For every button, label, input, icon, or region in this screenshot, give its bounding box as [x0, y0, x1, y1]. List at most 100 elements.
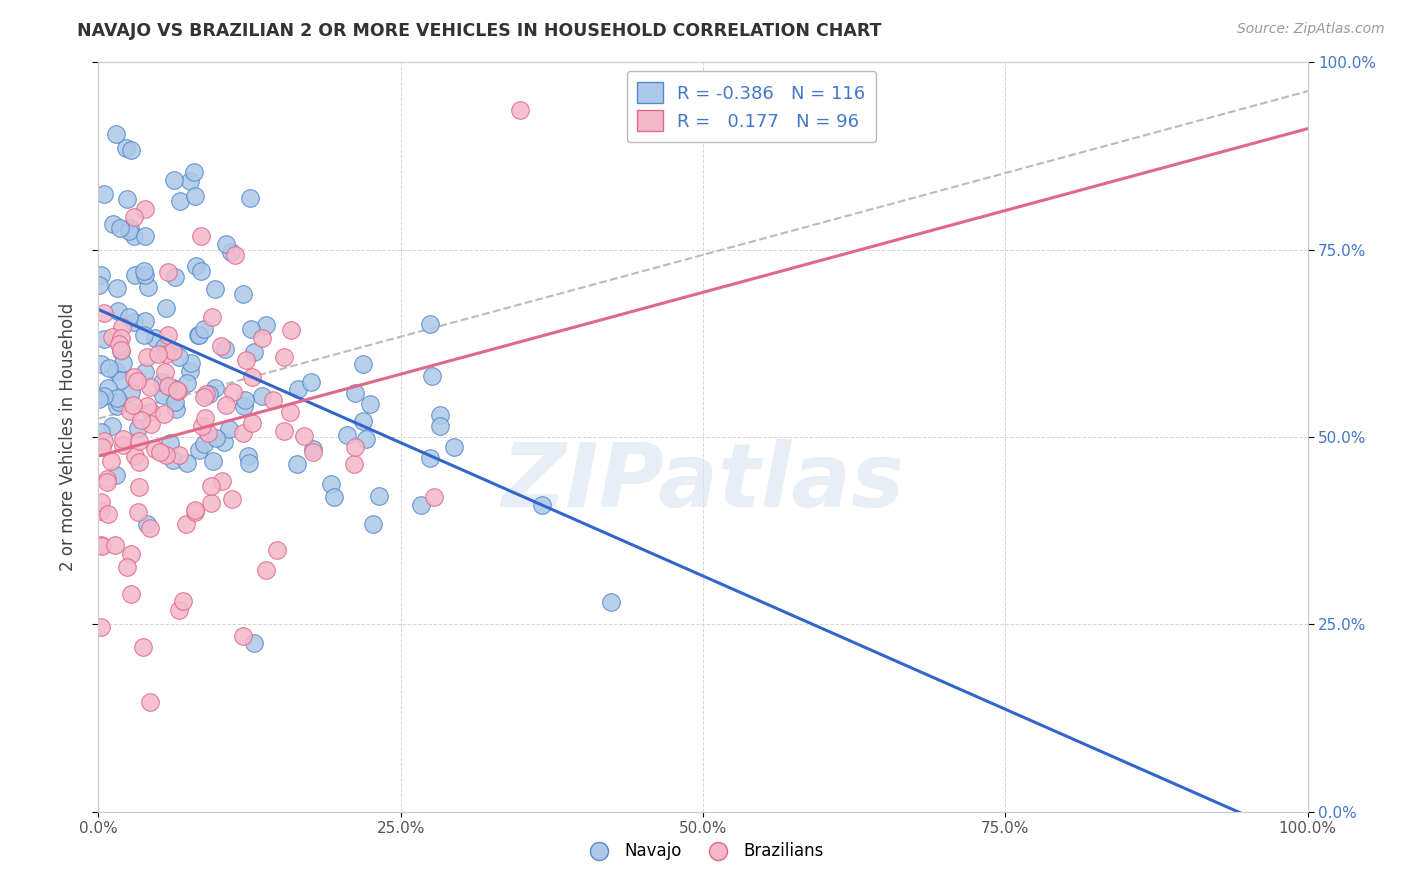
- Point: [108, 220, 131, 235]
- Point: [254, 563, 277, 577]
- Point: [143, 442, 166, 456]
- Point: [179, 174, 201, 188]
- Point: [141, 417, 163, 431]
- Point: [280, 323, 302, 337]
- Point: [93, 186, 115, 201]
- Point: [166, 384, 188, 398]
- Point: [243, 344, 266, 359]
- Point: [87, 392, 110, 406]
- Point: [127, 421, 149, 435]
- Point: [194, 387, 217, 401]
- Point: [122, 211, 145, 225]
- Point: [254, 318, 277, 332]
- Point: [252, 389, 274, 403]
- Point: [162, 453, 184, 467]
- Point: [124, 268, 146, 282]
- Point: [169, 448, 191, 462]
- Point: [156, 265, 179, 279]
- Point: [409, 498, 432, 512]
- Point: [149, 444, 172, 458]
- Point: [352, 413, 374, 427]
- Point: [419, 451, 441, 466]
- Point: [176, 376, 198, 391]
- Point: [214, 342, 236, 356]
- Point: [105, 281, 128, 295]
- Point: [287, 382, 309, 396]
- Point: [128, 480, 150, 494]
- Point: [188, 327, 211, 342]
- Point: [215, 237, 238, 252]
- Point: [97, 508, 120, 522]
- Text: NAVAJO VS BRAZILIAN 2 OR MORE VEHICLES IN HOUSEHOLD CORRELATION CHART: NAVAJO VS BRAZILIAN 2 OR MORE VEHICLES I…: [77, 22, 882, 40]
- Point: [238, 449, 260, 463]
- Point: [93, 434, 115, 449]
- Point: [166, 383, 188, 397]
- Point: [209, 339, 232, 353]
- Point: [273, 424, 295, 438]
- Point: [232, 399, 254, 413]
- Point: [232, 629, 254, 643]
- Point: [188, 442, 211, 457]
- Point: [429, 419, 451, 434]
- Point: [172, 593, 194, 607]
- Point: [87, 277, 110, 292]
- Point: [152, 387, 174, 401]
- Point: [193, 436, 215, 450]
- Point: [124, 369, 146, 384]
- Point: [354, 432, 377, 446]
- Point: [111, 438, 134, 452]
- Point: [128, 434, 150, 448]
- Point: [184, 188, 207, 202]
- Point: [105, 391, 128, 405]
- Point: [115, 192, 138, 206]
- Point: [111, 356, 134, 370]
- Point: [302, 445, 325, 459]
- Point: [159, 436, 181, 450]
- Point: [198, 387, 221, 401]
- Point: [336, 428, 359, 442]
- Point: [90, 504, 112, 518]
- Point: [108, 394, 131, 409]
- Point: [132, 640, 155, 654]
- Point: [104, 468, 127, 483]
- Point: [110, 343, 132, 357]
- Point: [101, 217, 124, 231]
- Point: [138, 280, 160, 294]
- Point: [152, 407, 174, 421]
- Point: [120, 587, 142, 601]
- Point: [120, 143, 142, 157]
- Point: [93, 332, 115, 346]
- Text: Source: ZipAtlas.com: Source: ZipAtlas.com: [1237, 22, 1385, 37]
- Point: [243, 636, 266, 650]
- Point: [212, 434, 235, 449]
- Point: [344, 386, 367, 401]
- Point: [156, 328, 179, 343]
- Point: [221, 492, 243, 507]
- Point: [215, 398, 238, 412]
- Point: [124, 449, 146, 463]
- Point: [136, 350, 159, 364]
- Point: [193, 321, 215, 335]
- Point: [352, 357, 374, 371]
- Point: [179, 364, 201, 378]
- Point: [187, 328, 209, 343]
- Point: [202, 454, 225, 468]
- Legend: Navajo, Brazilians: Navajo, Brazilians: [576, 836, 830, 867]
- Point: [110, 373, 132, 387]
- Point: [240, 370, 263, 384]
- Point: [148, 347, 170, 361]
- Point: [262, 393, 284, 408]
- Point: [250, 331, 273, 345]
- Point: [100, 329, 122, 343]
- Point: [90, 268, 112, 282]
- Point: [120, 547, 142, 561]
- Point: [152, 375, 174, 389]
- Point: [118, 404, 141, 418]
- Point: [105, 364, 128, 378]
- Point: [155, 347, 177, 361]
- Point: [134, 264, 156, 278]
- Point: [343, 457, 366, 471]
- Y-axis label: 2 or more Vehicles in Household: 2 or more Vehicles in Household: [59, 303, 77, 571]
- Point: [153, 340, 176, 354]
- Point: [120, 221, 142, 235]
